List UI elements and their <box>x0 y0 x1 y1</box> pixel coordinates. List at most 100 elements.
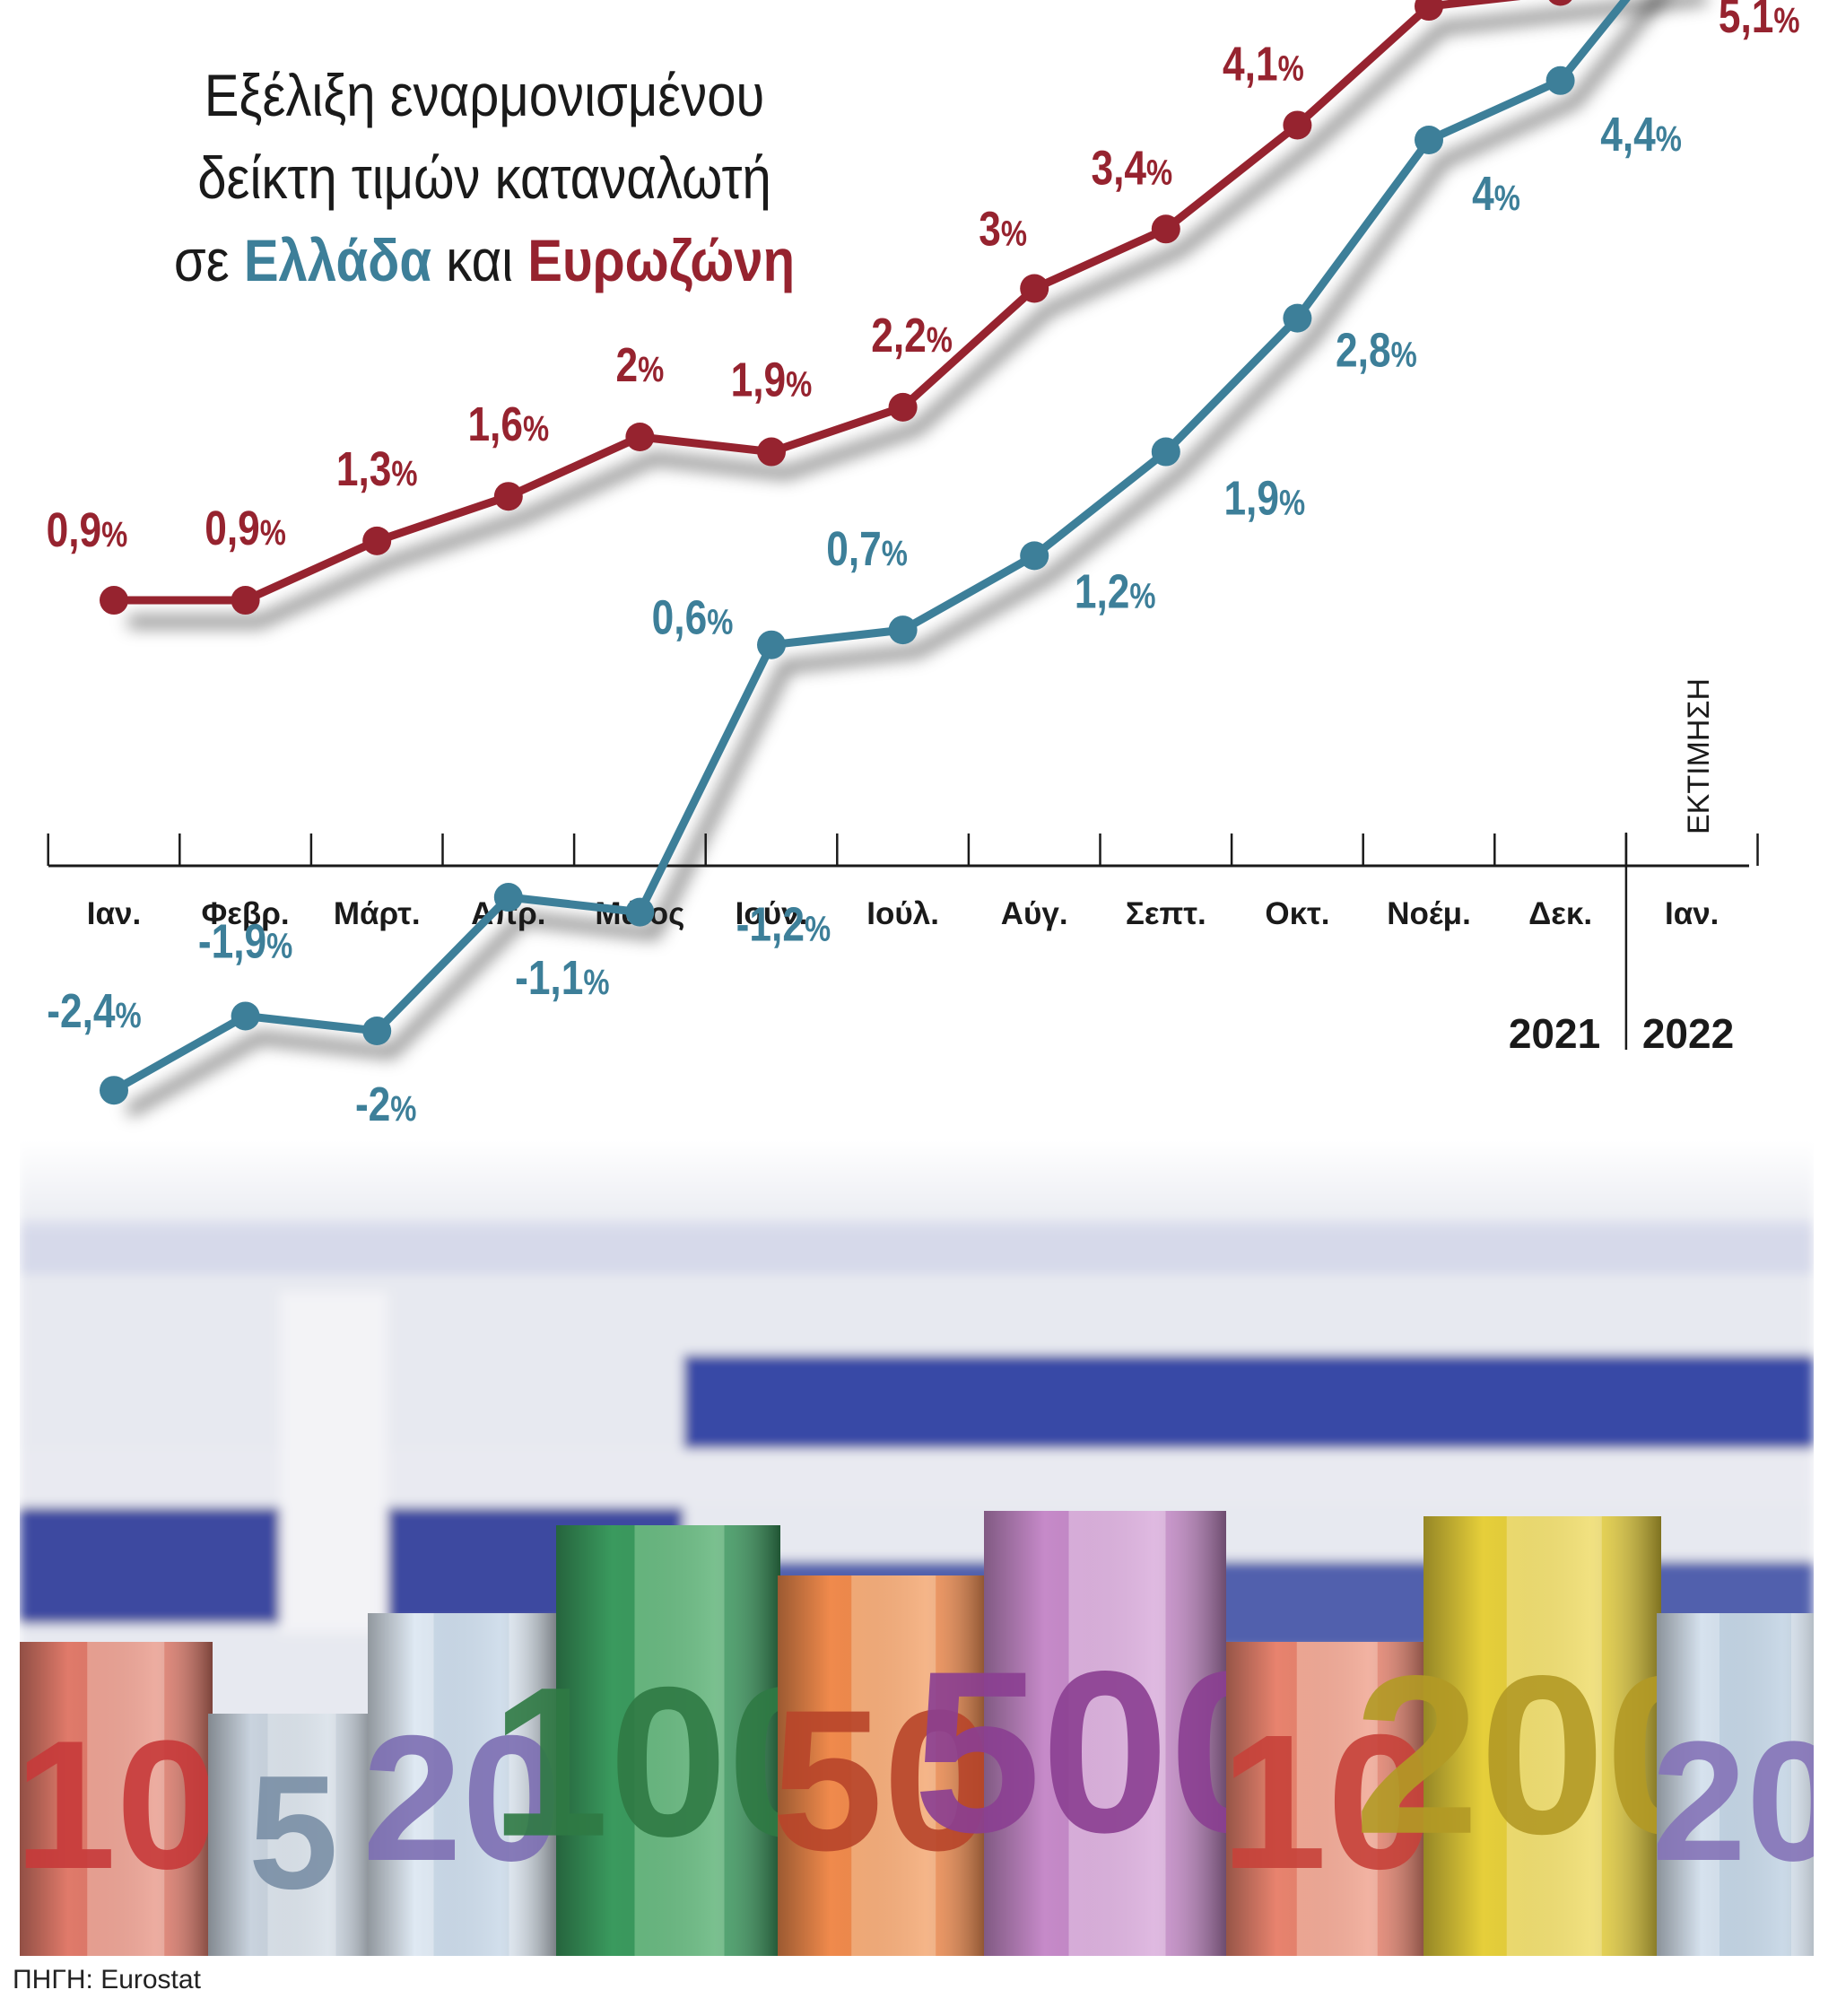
x-tick-label: Ιαν. <box>1665 896 1719 931</box>
banknote-shading <box>1423 1516 1661 1956</box>
title-mid: και <box>446 227 514 293</box>
chart-title: Εξέλιξη εναρμονισμένου δείκτη τιμών κατα… <box>106 54 864 301</box>
greece-data-label: 0,6% <box>652 591 734 645</box>
eurozone-data-label: 0,9% <box>205 502 286 555</box>
eurozone-data-label: 0,9% <box>47 503 128 557</box>
x-tick-label: Δεκ. <box>1528 896 1592 931</box>
x-tick-label: Σεπτ. <box>1126 896 1206 931</box>
eurozone-point <box>362 526 392 555</box>
greece-data-label: 2,8% <box>1336 323 1417 377</box>
x-tick-label: Οκτ. <box>1265 896 1329 931</box>
banknote-roll: 5 <box>208 1714 379 1956</box>
greece-data-label: -1,1% <box>515 951 609 1005</box>
banknote-roll: 500 <box>913 1511 1297 1956</box>
banknotes-photo: 10 5 20 100 50 500 10 200 20 <box>20 1139 1814 1956</box>
eurozone-data-label: 1,6% <box>467 397 549 451</box>
eurozone-point <box>1548 0 1572 6</box>
greece-data-label: 4,4% <box>1600 108 1682 161</box>
greece-point <box>1151 437 1180 467</box>
banknote-shading <box>1657 1613 1814 1956</box>
banknote-roll: 50 <box>771 1575 995 1956</box>
line-shadows <box>125 0 1707 1118</box>
title-line-1: Εξέλιξη εναρμονισμένου <box>204 62 765 128</box>
eurozone-data-label: 3,4% <box>1091 141 1172 195</box>
x-tick-label: Φεβρ. <box>202 896 290 931</box>
eurozone-data-label: 1,9% <box>731 353 813 406</box>
greece-data-label: -1,9% <box>198 914 292 968</box>
eurozone-series-line <box>109 0 1521 605</box>
banknote-shading <box>984 1511 1226 1956</box>
eurozone-point <box>1020 274 1049 303</box>
greece-point <box>100 1076 128 1105</box>
eurozone-data-label: 5,1% <box>1719 0 1800 43</box>
eurozone-point <box>1415 0 1443 22</box>
greece-data-label: 1,9% <box>1223 471 1305 525</box>
greece-data-label: -2,4% <box>47 984 141 1038</box>
banknote-denomination: 10 <box>1221 1695 1434 1909</box>
x-tick-label: Ιούν. <box>736 896 808 931</box>
greece-data-label: 1,2% <box>1075 564 1156 618</box>
title-line-3: σε Ελλάδα και Ευρωζώνη <box>106 219 864 301</box>
eurozone-point <box>1151 214 1180 244</box>
title-eurozone: Ευρωζώνη <box>527 227 796 293</box>
x-axis: Ιαν.Φεβρ.Μάρτ.Απρ.ΜάιοςΙούν.Ιούλ.Αύγ.Σεπ… <box>47 678 1759 1057</box>
series-lines <box>100 0 1631 1105</box>
banknote-shading <box>208 1714 379 1956</box>
eurozone-data-label: 3% <box>979 202 1027 256</box>
greece-point <box>1545 65 1575 95</box>
x-tick-label: Μάρτ. <box>334 896 421 931</box>
eurozone-point <box>757 437 786 467</box>
banknote-denomination: 10 <box>20 1703 218 1907</box>
banknote-denomination: 20 <box>362 1698 562 1898</box>
eurozone-point <box>625 423 655 451</box>
eurozone-point <box>231 586 260 615</box>
banknote-roll: 20 <box>362 1613 562 1956</box>
banknote-denomination: 20 <box>1651 1706 1814 1897</box>
greece-point <box>231 1001 260 1031</box>
banknote-shading <box>1226 1642 1428 1956</box>
estimate-label: ΕΚΤΙΜΗΣΗ <box>1682 678 1716 834</box>
greece-point <box>1415 126 1443 154</box>
title-prefix: σε <box>173 227 230 293</box>
banknote-denomination: 5 <box>248 1742 338 1923</box>
greece-point <box>625 897 655 927</box>
greece-point <box>757 630 786 659</box>
banknote-shading <box>556 1525 780 1956</box>
banknote-roll: 10 <box>20 1642 218 1956</box>
greece-line-shadow <box>125 0 1666 1118</box>
line-chart: Ιαν.Φεβρ.Μάρτ.Απρ.ΜάιοςΙούν.Ιούλ.Αύγ.Σεπ… <box>47 0 1800 1131</box>
banknote-shading <box>368 1613 556 1956</box>
year-label-2021: 2021 <box>1509 1010 1600 1057</box>
data-labels: 0,9%0,9%1,3%1,6%2%1,9%2,2%3%3,4%4,1%4,9%… <box>47 0 1800 1131</box>
eurozone-data-label: 4,1% <box>1223 37 1304 91</box>
eurozone-point <box>493 482 523 511</box>
eurozone-point <box>888 392 918 422</box>
x-tick-label: Αύγ. <box>1001 896 1068 931</box>
eurozone-point <box>1283 110 1312 140</box>
eurozone-data-label: 2,2% <box>871 309 953 362</box>
greece-data-label: 0,7% <box>826 522 908 576</box>
banknote-roll: 10 <box>1221 1642 1434 1956</box>
banknote-denomination: 50 <box>771 1669 994 1892</box>
eurozone-point <box>100 586 128 615</box>
greece-point <box>362 1017 392 1045</box>
greece-point <box>1020 541 1049 571</box>
year-label-2022: 2022 <box>1642 1010 1734 1057</box>
greece-point <box>888 615 918 645</box>
eurozone-data-label: 1,3% <box>336 442 418 496</box>
eurozone-line-shadow <box>128 0 1707 628</box>
x-tick-label: Ιαν. <box>87 896 141 931</box>
banknote-shading <box>20 1642 213 1956</box>
greece-data-label: 4% <box>1472 167 1520 221</box>
greece-data-label: -2% <box>355 1078 417 1131</box>
x-tick-label: Νοέμ. <box>1387 896 1471 931</box>
source-note: ΠΗΓΗ: Eurostat <box>13 1965 201 1994</box>
x-tick-label: Ιούλ. <box>866 896 939 931</box>
greece-point <box>493 883 523 912</box>
banknote-roll: 20 <box>1651 1613 1814 1956</box>
title-greece: Ελλάδα <box>243 227 432 293</box>
eurozone-data-label: 2% <box>616 338 665 392</box>
title-line-2: δείκτη τιμών καταναλωτή <box>197 144 771 211</box>
